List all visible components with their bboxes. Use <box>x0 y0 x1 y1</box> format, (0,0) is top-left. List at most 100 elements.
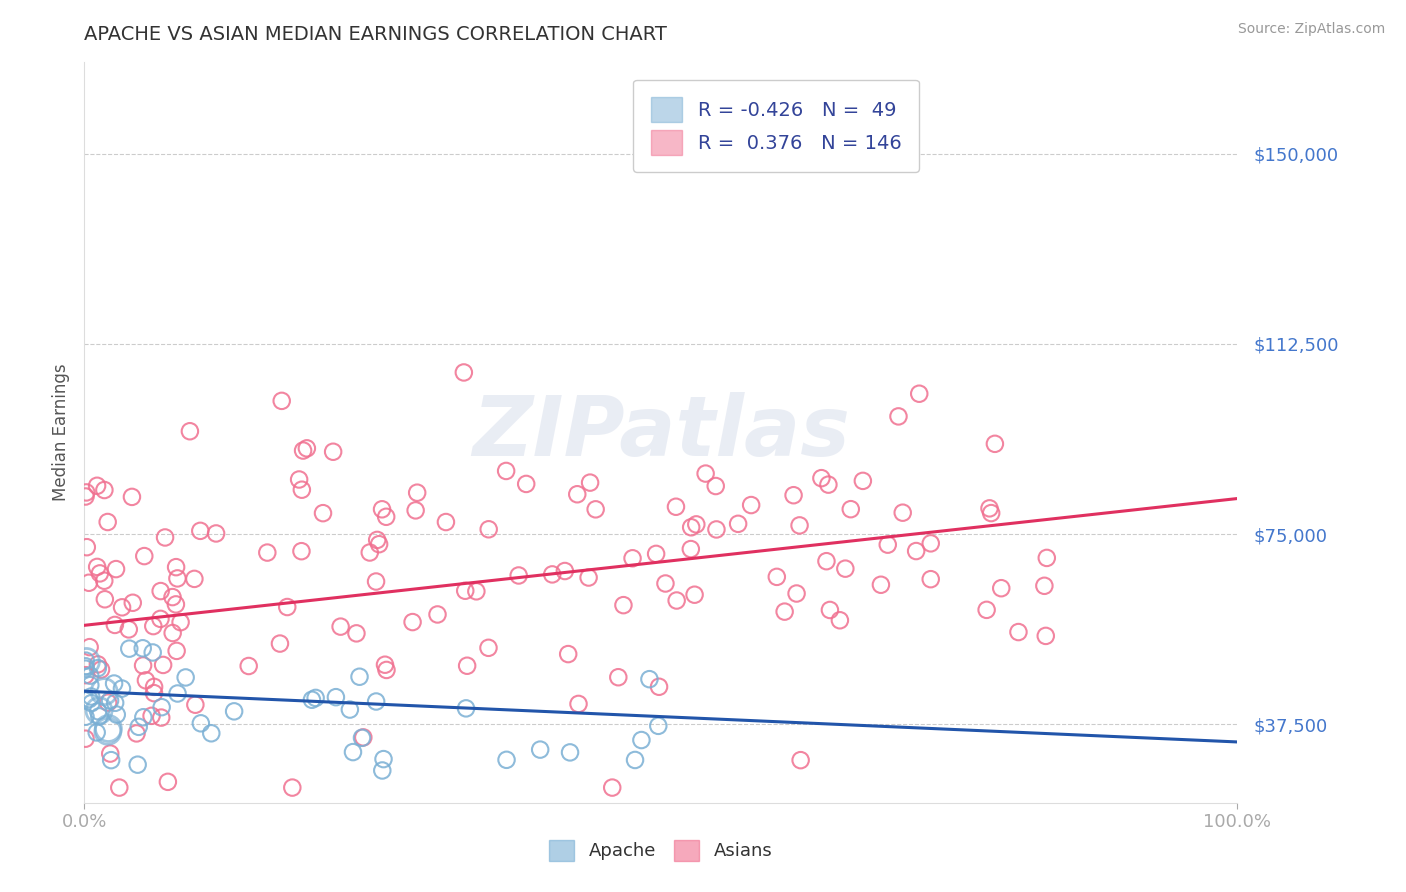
Point <box>270 393 292 408</box>
Legend: Apache, Asians: Apache, Asians <box>541 832 780 868</box>
Point <box>329 619 352 633</box>
Point <box>224 704 246 718</box>
Point <box>654 576 676 591</box>
Point <box>89 709 111 723</box>
Point <box>75 710 97 724</box>
Point <box>149 584 172 599</box>
Point <box>508 568 530 582</box>
Point <box>828 613 851 627</box>
Point <box>188 524 211 538</box>
Point <box>162 590 184 604</box>
Point <box>920 536 942 550</box>
Point <box>495 753 517 767</box>
Point <box>135 673 157 688</box>
Point <box>142 619 165 633</box>
Point <box>638 672 661 686</box>
Point <box>75 659 97 673</box>
Point <box>839 502 862 516</box>
Point <box>105 562 128 576</box>
Point <box>75 731 97 746</box>
Point <box>134 549 156 563</box>
Point <box>541 567 564 582</box>
Point <box>852 474 875 488</box>
Point <box>165 598 187 612</box>
Point <box>75 654 97 668</box>
Point <box>104 618 127 632</box>
Point <box>607 670 630 684</box>
Point <box>870 578 893 592</box>
Point <box>495 464 517 478</box>
Point <box>920 572 942 586</box>
Point <box>371 764 394 778</box>
Point <box>567 697 589 711</box>
Point <box>150 710 173 724</box>
Point <box>132 641 155 656</box>
Point <box>352 731 374 745</box>
Point <box>118 641 141 656</box>
Point <box>366 533 388 547</box>
Point <box>86 725 108 739</box>
Point <box>87 657 110 672</box>
Point <box>375 663 398 677</box>
Y-axis label: Median Earnings: Median Earnings <box>52 364 70 501</box>
Point <box>86 560 108 574</box>
Point <box>111 600 134 615</box>
Point <box>612 598 634 612</box>
Point <box>359 545 381 559</box>
Point <box>169 615 191 630</box>
Point <box>97 696 120 710</box>
Point <box>89 566 111 581</box>
Point <box>665 593 688 607</box>
Point <box>200 726 222 740</box>
Point <box>165 560 187 574</box>
Point <box>350 731 373 745</box>
Point <box>478 522 501 536</box>
Point <box>979 501 1001 516</box>
Point <box>166 686 188 700</box>
Point <box>984 437 1007 451</box>
Point <box>554 564 576 578</box>
Point <box>373 752 395 766</box>
Point <box>375 509 398 524</box>
Point <box>75 668 97 682</box>
Point <box>683 588 706 602</box>
Point <box>98 747 121 761</box>
Point <box>1035 629 1057 643</box>
Point <box>276 600 298 615</box>
Point <box>342 745 364 759</box>
Point <box>104 696 127 710</box>
Point <box>118 623 141 637</box>
Point <box>121 490 143 504</box>
Point <box>128 720 150 734</box>
Point <box>87 661 110 675</box>
Point <box>579 475 602 490</box>
Point <box>153 531 176 545</box>
Text: ZIPatlas: ZIPatlas <box>472 392 849 473</box>
Point <box>371 502 394 516</box>
Point <box>312 506 335 520</box>
Point <box>190 716 212 731</box>
Point <box>740 498 762 512</box>
Point <box>93 684 115 698</box>
Point <box>990 581 1012 595</box>
Point <box>290 544 312 558</box>
Text: APACHE VS ASIAN MEDIAN EARNINGS CORRELATION CHART: APACHE VS ASIAN MEDIAN EARNINGS CORRELAT… <box>84 25 668 45</box>
Point <box>87 704 110 718</box>
Point <box>704 479 727 493</box>
Point <box>349 670 371 684</box>
Point <box>401 615 423 629</box>
Point <box>256 545 278 559</box>
Point <box>630 733 652 747</box>
Point <box>789 518 811 533</box>
Point <box>183 572 205 586</box>
Point <box>339 702 361 716</box>
Point <box>291 483 314 497</box>
Point <box>685 517 707 532</box>
Point <box>727 516 749 531</box>
Point <box>515 477 537 491</box>
Point <box>810 471 832 485</box>
Point <box>578 570 600 584</box>
Point <box>773 605 796 619</box>
Point <box>184 698 207 712</box>
Point <box>125 726 148 740</box>
